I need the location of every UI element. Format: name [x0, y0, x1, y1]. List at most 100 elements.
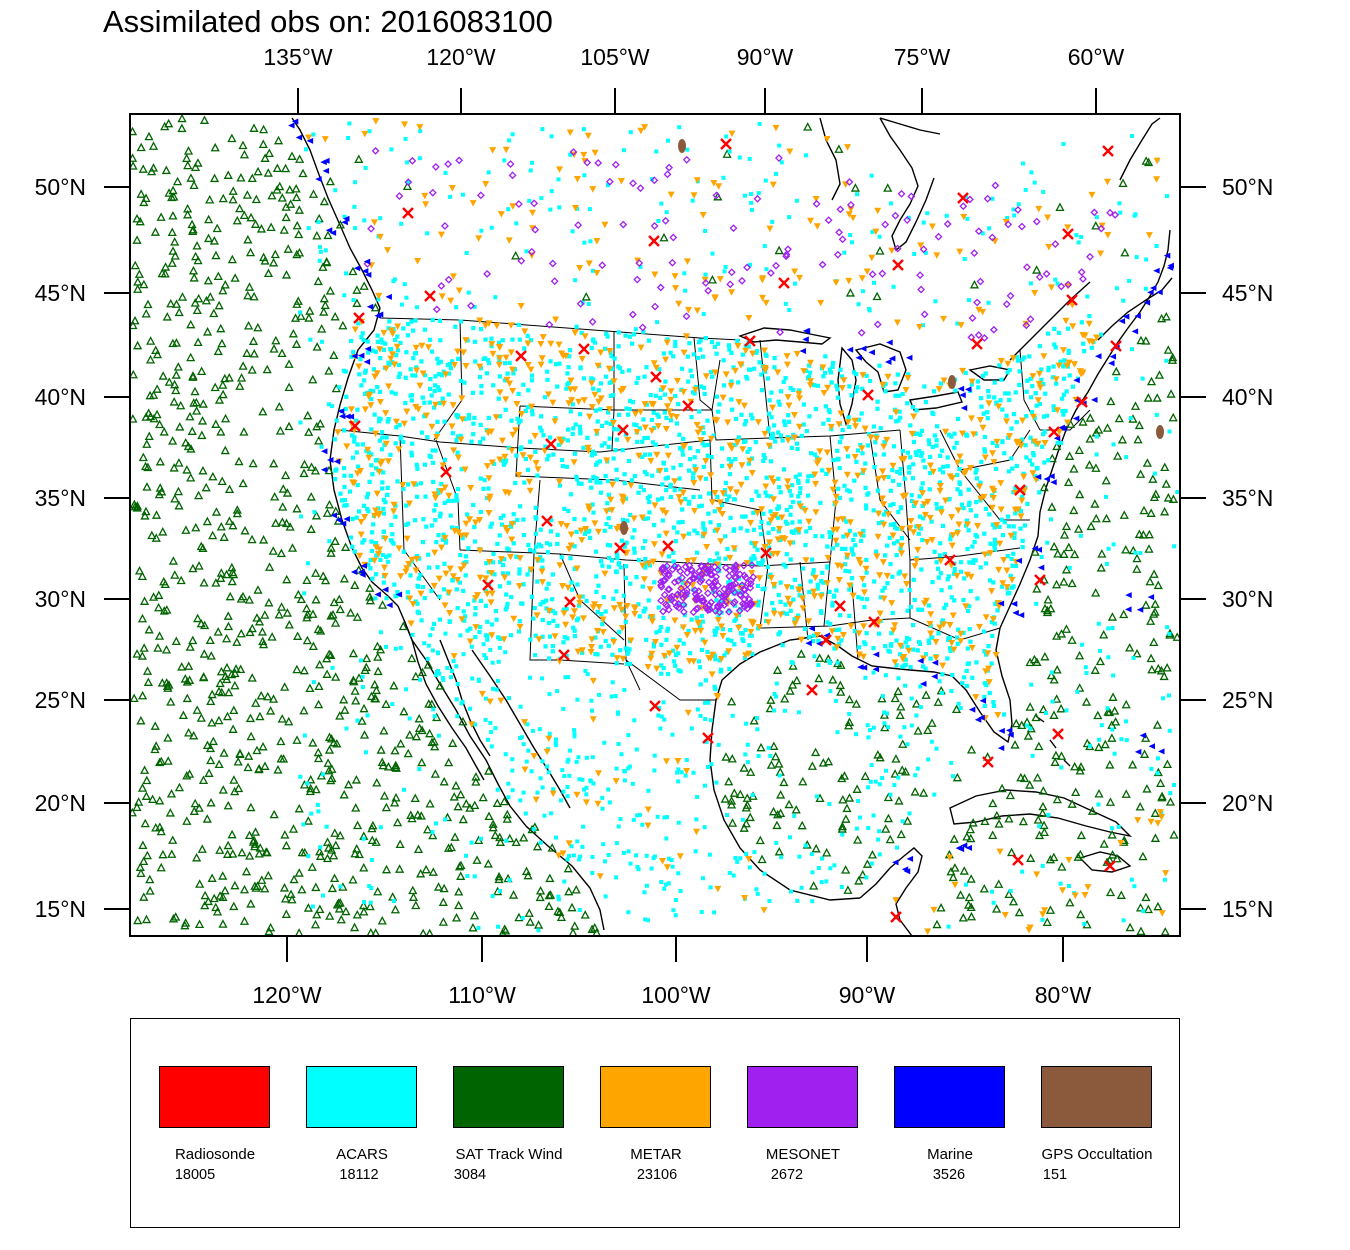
acars-obs-marker [891, 444, 897, 449]
acars-obs-marker [1046, 365, 1051, 370]
acars-obs-marker [572, 566, 577, 571]
sat-track-wind-obs-marker [202, 740, 213, 750]
metar-obs-marker [761, 366, 769, 374]
acars-obs-marker [433, 374, 438, 379]
acars-obs-marker [861, 533, 866, 538]
sat-track-wind-obs-marker [165, 808, 175, 817]
metar-obs-marker [970, 431, 978, 438]
sat-track-wind-obs-marker [145, 886, 155, 895]
acars-obs-marker [677, 602, 682, 607]
acars-obs-marker [755, 626, 761, 631]
acars-obs-marker [809, 473, 814, 478]
acars-obs-marker [489, 336, 494, 341]
acars-obs-marker [492, 572, 497, 577]
sat-track-wind-obs-marker [326, 734, 337, 743]
metar-obs-marker [667, 388, 675, 395]
acars-obs-marker [555, 541, 560, 546]
sat-track-wind-obs-marker [322, 669, 332, 678]
acars-obs-marker [754, 887, 759, 892]
acars-obs-marker [802, 626, 808, 631]
acars-obs-marker [754, 350, 759, 355]
sat-track-wind-obs-marker [190, 162, 201, 172]
acars-obs-marker [841, 534, 846, 539]
sat-track-wind-obs-marker [269, 344, 279, 353]
metar-obs-marker [560, 610, 568, 617]
acars-obs-marker [864, 506, 869, 511]
acars-obs-marker [543, 644, 548, 649]
metar-obs-marker [769, 496, 777, 503]
sat-track-wind-obs-marker [1101, 475, 1111, 485]
acars-obs-marker [955, 321, 960, 326]
acars-obs-marker [659, 663, 664, 668]
sat-track-wind-obs-marker [1134, 529, 1144, 538]
acars-obs-marker [785, 435, 790, 440]
metar-obs-marker [528, 403, 536, 411]
sat-track-wind-obs-marker [294, 229, 304, 239]
sat-track-wind-obs-marker [151, 510, 162, 519]
acars-obs-marker [396, 362, 401, 368]
sat-track-wind-obs-marker [1074, 650, 1085, 660]
acars-obs-marker [856, 302, 861, 307]
sat-track-wind-obs-marker [357, 716, 367, 725]
metar-obs-marker [979, 308, 987, 316]
acars-obs-marker [780, 643, 785, 648]
acars-obs-marker [683, 773, 688, 778]
acars-obs-marker [591, 781, 596, 786]
sat-track-wind-obs-marker [911, 699, 922, 708]
acars-obs-marker [1004, 413, 1009, 418]
acars-obs-marker [349, 338, 354, 344]
metar-obs-marker [439, 462, 447, 469]
sat-track-wind-obs-marker [454, 861, 465, 871]
acars-obs-marker [413, 351, 418, 356]
metar-obs-marker [819, 364, 827, 371]
sat-track-wind-obs-marker [239, 149, 250, 159]
metar-obs-marker [917, 242, 925, 249]
acars-obs-marker [949, 434, 954, 439]
sat-track-wind-obs-marker [439, 776, 449, 786]
acars-obs-marker [668, 484, 673, 489]
acars-obs-marker [489, 730, 494, 734]
acars-obs-marker [581, 445, 586, 450]
acars-obs-marker [1006, 514, 1011, 519]
metar-obs-marker [823, 580, 831, 587]
sat-track-wind-obs-marker [209, 308, 219, 318]
sat-track-wind-obs-marker [377, 757, 387, 767]
metar-obs-marker [441, 484, 449, 492]
metar-obs-marker [960, 213, 968, 221]
acars-obs-marker [371, 367, 376, 372]
acars-obs-marker [369, 463, 374, 468]
metar-obs-marker [883, 572, 891, 580]
metar-obs-marker [989, 616, 997, 623]
sat-track-wind-obs-marker [249, 123, 259, 132]
acars-obs-marker [605, 542, 610, 548]
sat-track-wind-obs-marker [158, 849, 168, 859]
acars-obs-marker [695, 449, 700, 454]
sat-track-wind-obs-marker [567, 902, 577, 912]
metar-obs-marker [375, 512, 383, 519]
sat-track-wind-obs-marker [1141, 892, 1151, 902]
sat-track-wind-obs-marker [395, 864, 405, 873]
sat-track-wind-obs-marker [236, 594, 246, 603]
acars-obs-marker [702, 783, 707, 788]
right-lat-label: 20°N [1222, 790, 1274, 816]
metar-obs-marker [445, 492, 453, 500]
acars-obs-marker [321, 893, 325, 898]
acars-obs-marker [616, 330, 621, 335]
metar-obs-marker [1006, 433, 1014, 440]
acars-obs-marker [871, 813, 876, 818]
sat-track-wind-obs-marker [173, 362, 183, 371]
acars-obs-marker [756, 560, 761, 565]
acars-obs-marker [354, 515, 359, 520]
sat-track-wind-obs-marker [169, 397, 179, 406]
acars-obs-marker [1079, 642, 1084, 647]
sat-track-wind-obs-marker [361, 662, 371, 672]
acars-obs-marker [464, 853, 468, 858]
metar-obs-marker [976, 416, 984, 424]
acars-obs-marker [1106, 655, 1111, 660]
acars-obs-marker [576, 481, 581, 486]
acars-obs-marker [350, 433, 355, 438]
acars-obs-marker [377, 389, 383, 394]
acars-obs-marker [842, 562, 848, 567]
acars-obs-marker [894, 638, 899, 643]
acars-obs-marker [359, 658, 363, 663]
